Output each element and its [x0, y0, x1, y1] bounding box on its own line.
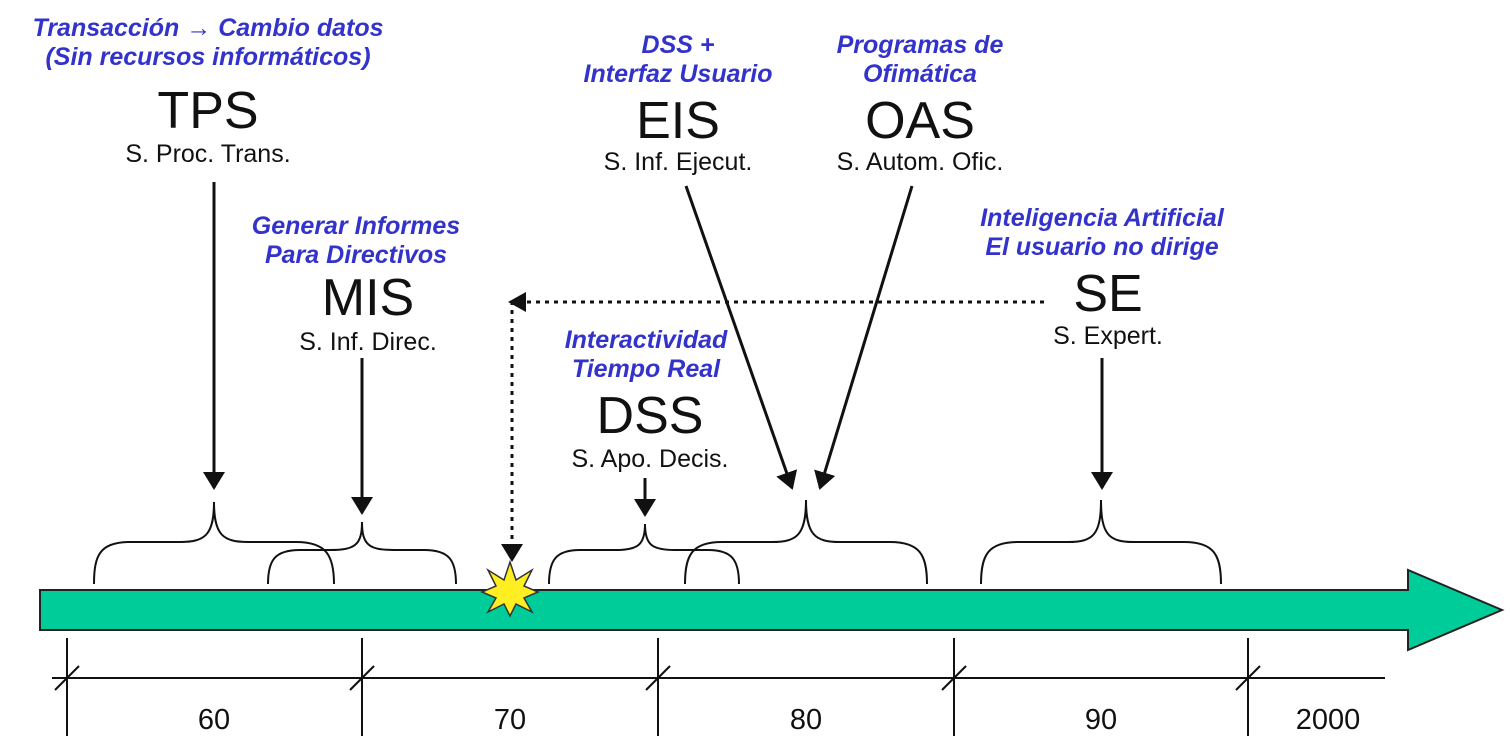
- tps-note-line-1: Transacción → Cambio datos: [32, 14, 384, 42]
- tps-brace: [93, 501, 335, 585]
- se-note-line-1: Inteligencia Artificial: [980, 204, 1224, 232]
- era-label-90: 90: [1084, 704, 1118, 736]
- mis-note-line-1: Generar Informes: [251, 212, 461, 240]
- oas-acronym: OAS: [865, 92, 975, 150]
- dss-subtitle: S. Apo. Decis.: [571, 445, 729, 473]
- era-label-80: 80: [789, 704, 823, 736]
- eis-note-line-2: Interfaz Usuario: [583, 60, 773, 88]
- eis-note: DSS + Interfaz Usuario: [584, 31, 773, 89]
- dss-note-line-2: Tiempo Real: [571, 355, 721, 383]
- dss-note-line-1: Interactividad: [564, 326, 728, 354]
- oas-note-line-2: Ofimática: [863, 60, 977, 88]
- timeline-arrow: [39, 568, 1505, 652]
- se-brace: [980, 499, 1222, 585]
- dss-brace: [548, 523, 740, 585]
- tps-acronym: TPS: [157, 82, 259, 140]
- tps-subtitle: S. Proc. Trans.: [125, 140, 291, 168]
- star-icon: [480, 559, 540, 618]
- mis-note: Generar Informes Para Directivos: [252, 212, 460, 270]
- dss-note: Interactividad Tiempo Real: [565, 326, 728, 384]
- mis-brace: [267, 521, 457, 585]
- dotted-arrow-head-left: [508, 292, 526, 312]
- oas-subtitle: S. Autom. Ofic.: [836, 148, 1004, 176]
- dss-acronym: DSS: [596, 387, 704, 445]
- oas-note-line-1: Programas de: [836, 31, 1004, 59]
- mis-note-line-2: Para Directivos: [264, 241, 448, 269]
- tps-note: Transacción → Cambio datos (Sin recursos…: [32, 14, 383, 72]
- eis-oas-brace: [684, 499, 928, 585]
- oas-note: Programas de Ofimática: [837, 31, 1004, 89]
- era-label-2000: 2000: [1295, 704, 1361, 736]
- eis-note-line-1: DSS +: [641, 31, 715, 59]
- eis-arrow: [684, 185, 798, 490]
- era-label-70: 70: [493, 704, 527, 736]
- mis-acronym: MIS: [321, 269, 415, 327]
- eis-subtitle: S. Inf. Ejecut.: [603, 148, 753, 176]
- mis-subtitle: S. Inf. Direc.: [299, 328, 437, 356]
- tps-note-line-2: (Sin recursos informáticos): [45, 43, 371, 71]
- se-note: Inteligencia Artificial El usuario no di…: [980, 204, 1224, 262]
- eis-acronym: EIS: [636, 92, 720, 150]
- se-subtitle: S. Expert.: [1053, 322, 1163, 350]
- time-axis: [52, 638, 1385, 736]
- se-acronym: SE: [1073, 265, 1143, 323]
- se-note-line-2: El usuario no dirige: [985, 233, 1219, 261]
- era-label-60: 60: [197, 704, 231, 736]
- oas-arrow: [814, 185, 914, 490]
